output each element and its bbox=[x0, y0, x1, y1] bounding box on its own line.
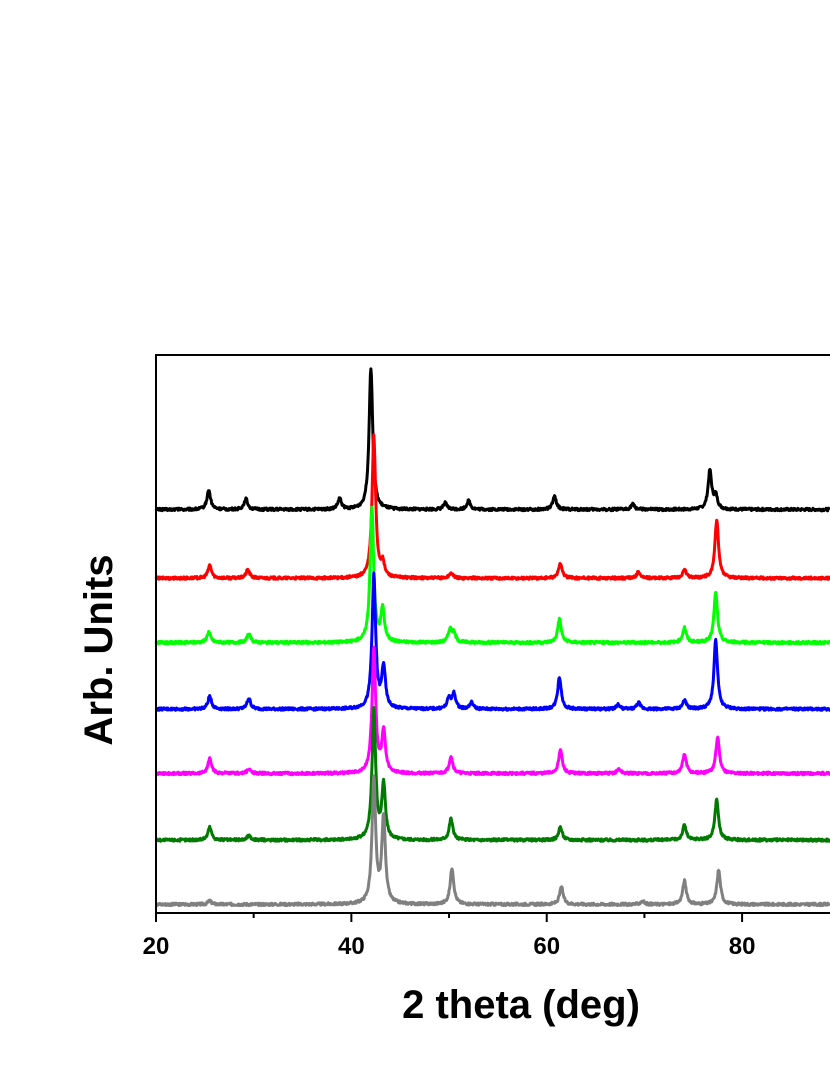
x-axis-title: 2 theta (deg) bbox=[402, 983, 640, 1027]
series-line-7 bbox=[154, 774, 830, 908]
series-line-4 bbox=[154, 571, 830, 712]
plot-frame bbox=[155, 354, 830, 914]
x-tick-label-20: 20 bbox=[143, 933, 170, 960]
series-line-3 bbox=[154, 505, 830, 646]
series-line-2 bbox=[154, 433, 830, 581]
x-tick-label-60: 60 bbox=[533, 933, 560, 960]
series-line-5 bbox=[154, 645, 830, 777]
series-line-1 bbox=[154, 367, 830, 513]
x-tick-label-40: 40 bbox=[338, 933, 365, 960]
axes-layer: 20 40 60 80 bbox=[143, 354, 830, 960]
y-axis-title: Arb. Units bbox=[77, 554, 121, 745]
x-tick-label-80: 80 bbox=[729, 933, 756, 960]
series-line-6 bbox=[154, 706, 830, 843]
series-layer bbox=[154, 367, 830, 908]
